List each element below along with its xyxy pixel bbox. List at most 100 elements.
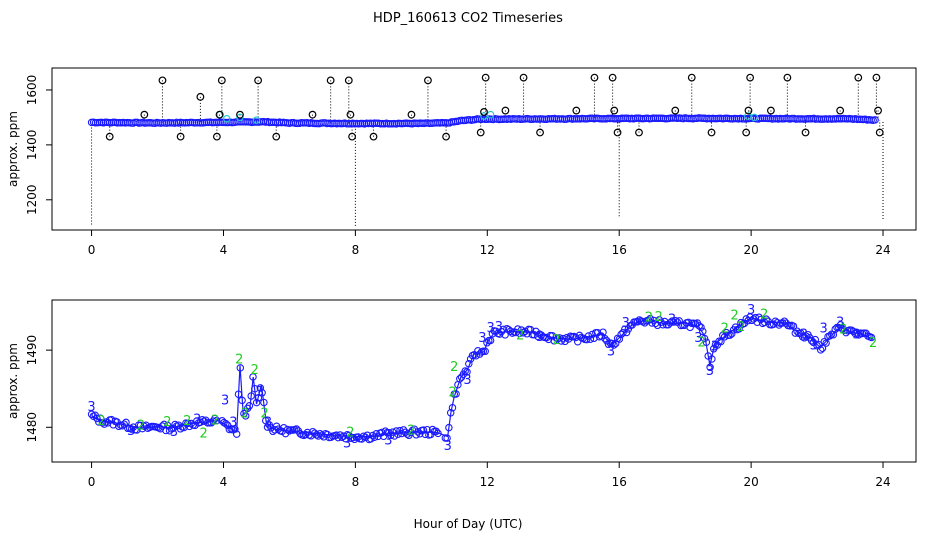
top-y-axis-label: approx. ppm <box>6 111 20 187</box>
x-axis-title: Hour of Day (UTC) <box>414 517 523 531</box>
bottom-series-point <box>619 328 627 337</box>
top-outlier-point <box>215 110 224 119</box>
top-highlight-point <box>486 110 495 119</box>
bottom-series-point <box>534 332 542 341</box>
top-x-tick-label: 24 <box>875 243 890 257</box>
top-outlier-point <box>105 132 114 141</box>
bot-x-tick-label: 24 <box>875 475 890 489</box>
bottom-series-point <box>236 364 245 372</box>
top-outlier-point <box>140 110 149 119</box>
bottom-series-point <box>133 426 141 434</box>
bottom-series-point <box>249 373 257 381</box>
bottom-series-point <box>586 335 595 343</box>
bottom-series-point <box>622 328 631 337</box>
bottom-series-point <box>432 427 440 436</box>
top-outlier-point <box>407 110 416 119</box>
top-x-axis: 0 4 8 12 16 20 24 <box>88 230 891 257</box>
top-outlier-point <box>610 106 619 115</box>
top-outlier-point <box>344 76 353 85</box>
bottom-point-label: 2 <box>449 386 457 401</box>
bottom-series-point <box>247 392 255 400</box>
bottom-point-label: 2 <box>730 308 738 323</box>
top-y-axis: 1200 1400 1600 <box>25 75 52 215</box>
bottom-series-point <box>608 339 616 348</box>
bottom-series-point <box>158 422 167 430</box>
bottom-point-label: 2 <box>163 415 171 430</box>
bot-y-tick-label: 1480 <box>25 412 39 443</box>
bottom-point-label: 2 <box>655 310 663 325</box>
bottom-series-point <box>314 432 323 440</box>
bottom-series-point <box>867 333 876 342</box>
bottom-series-point <box>443 434 451 442</box>
bottom-series-point <box>773 319 781 327</box>
bottom-series-point <box>472 351 480 360</box>
bottom-point-label: 2 <box>645 311 653 326</box>
top-highlight-point <box>750 113 759 122</box>
top-baseline-points <box>87 114 879 128</box>
bottom-series-point <box>390 432 399 440</box>
bottom-point-label: 3 <box>853 328 861 343</box>
bottom-series-point <box>212 416 221 425</box>
bottom-series-point <box>241 412 250 420</box>
top-y-tick-label: 1600 <box>25 75 39 106</box>
bottom-series-point <box>728 329 736 338</box>
top-y-tick-label: 1400 <box>25 130 39 161</box>
bottom-series-point <box>789 322 798 330</box>
bottom-series-point <box>802 332 810 340</box>
bottom-series-point <box>456 375 464 383</box>
bottom-series-point <box>706 363 714 372</box>
bottom-point-label: 2 <box>737 320 745 335</box>
bottom-point-label: 2 <box>241 406 249 421</box>
top-plot-frame <box>51 67 917 231</box>
bottom-point-label: 2 <box>516 328 524 343</box>
top-outlier-point <box>854 73 863 82</box>
bottom-series-point <box>702 338 711 346</box>
bot-x-tick-label: 4 <box>220 475 228 489</box>
top-outlier-point <box>424 76 432 85</box>
bottom-series-point <box>481 347 489 356</box>
bottom-series-point <box>176 425 185 433</box>
top-outlier-point <box>613 128 622 137</box>
bottom-series-point <box>610 341 618 349</box>
bottom-point-label: 3 <box>221 393 229 408</box>
bottom-point-label: 3 <box>810 339 818 354</box>
top-y-tick-label: 1200 <box>25 185 39 216</box>
bottom-point-label: 3 <box>463 373 471 388</box>
bottom-series-points <box>87 313 876 444</box>
bottom-series-point <box>646 314 654 323</box>
bottom-series-point <box>836 321 845 329</box>
bottom-series-point <box>198 416 206 424</box>
bottom-series-point <box>419 426 428 434</box>
bottom-y-axis: 1480 1490 <box>25 335 52 443</box>
bottom-point-label: 3 <box>256 385 264 400</box>
bottom-series-point <box>446 409 455 417</box>
bottom-series-point <box>793 327 801 335</box>
top-highlight-point <box>236 113 244 122</box>
top-x-tick-label: 12 <box>480 243 495 257</box>
top-x-tick-label: 20 <box>743 243 758 257</box>
bottom-series-point <box>256 384 265 392</box>
bottom-point-label: 3 <box>711 339 719 354</box>
bottom-series-point <box>408 426 417 435</box>
bottom-series-point <box>445 423 453 432</box>
bottom-series-point <box>245 402 254 410</box>
bottom-series-point <box>368 431 377 440</box>
bottom-point-label: 2 <box>450 360 458 375</box>
bottom-point-label: 2 <box>698 335 706 350</box>
bottom-series-point <box>816 346 825 354</box>
bottom-point-label: 3 <box>478 331 486 346</box>
bottom-series-point <box>840 326 849 335</box>
bottom-point-label: 3 <box>170 425 178 440</box>
bottom-series-point <box>755 313 763 322</box>
top-outlier-point <box>872 73 881 82</box>
bottom-series-point <box>519 329 527 337</box>
bot-x-tick-label: 12 <box>480 475 495 489</box>
bottom-point-label: 2 <box>346 426 354 441</box>
bottom-series-point <box>831 325 839 333</box>
bottom-series-point <box>514 325 522 333</box>
bottom-point-label: 3 <box>495 320 503 335</box>
bottom-point-label: 3 <box>229 416 237 431</box>
bottom-series-point <box>726 331 734 339</box>
